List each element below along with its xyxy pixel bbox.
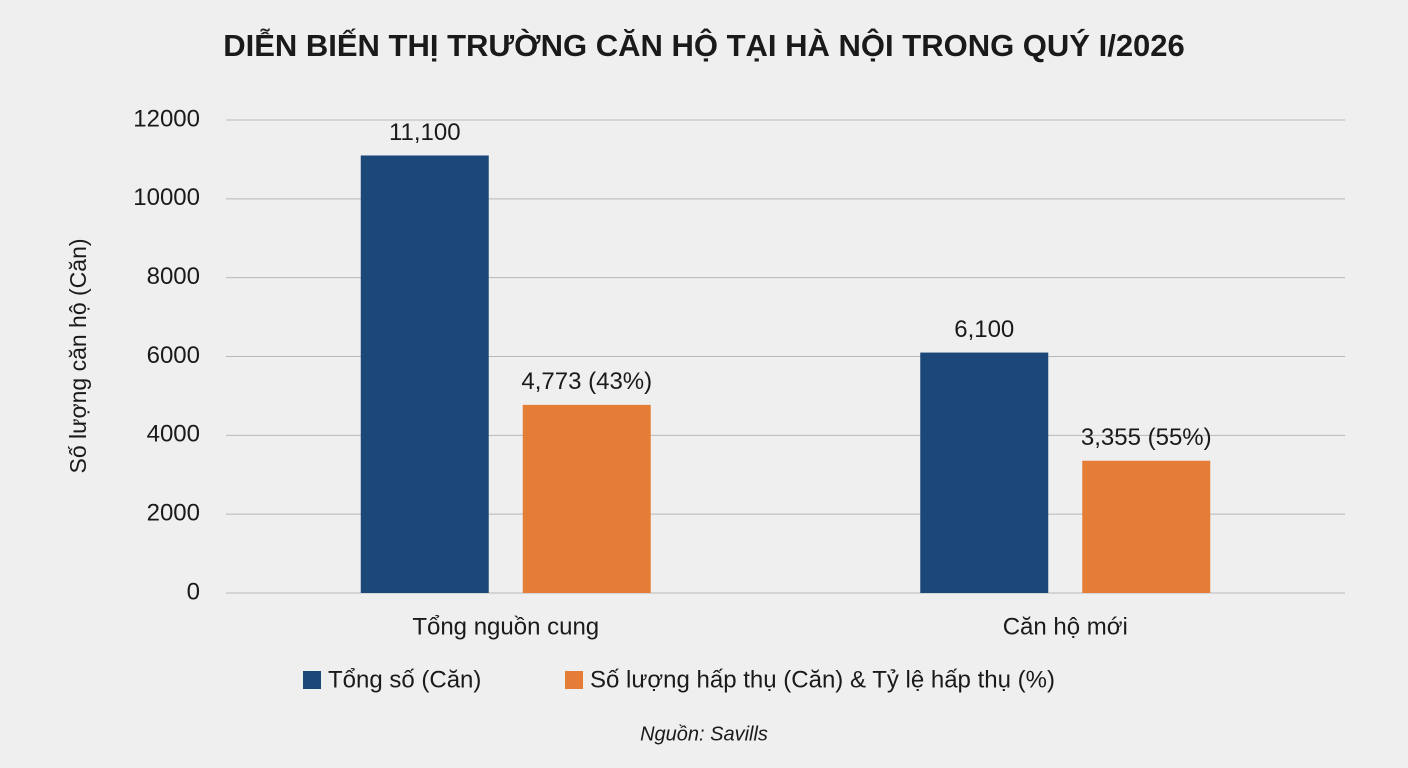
y-tick-label: 10000	[133, 184, 200, 211]
y-axis-label: Số lượng căn hộ (Căn)	[65, 238, 91, 473]
value-label: 6,100	[954, 316, 1014, 343]
value-label: 3,355 (55%)	[1081, 424, 1212, 451]
y-tick-label: 6000	[147, 342, 200, 369]
y-tick-label: 0	[187, 578, 200, 605]
y-tick-label: 2000	[147, 500, 200, 527]
y-tick-label: 8000	[147, 263, 200, 290]
bar	[1082, 460, 1211, 593]
bar	[920, 352, 1049, 593]
legend-swatch	[565, 671, 583, 689]
x-tick-label: Tổng nguồn cung	[412, 613, 599, 640]
y-tick-label: 4000	[147, 421, 200, 448]
value-label: 11,100	[389, 119, 461, 146]
legend-swatch	[303, 671, 321, 689]
y-tick-label: 12000	[133, 105, 200, 132]
chart-title: DIỄN BIẾN THỊ TRƯỜNG CĂN HỘ TẠI HÀ NỘI T…	[223, 27, 1185, 63]
x-tick-label: Căn hộ mới	[1003, 613, 1128, 640]
value-label: 4,773 (43%)	[521, 368, 652, 395]
legend-label: Số lượng hấp thụ (Căn) & Tỷ lệ hấp thụ (…	[590, 666, 1055, 693]
bar	[360, 155, 489, 593]
source: Nguồn: Savills	[640, 723, 768, 745]
bar	[522, 404, 651, 593]
legend-label: Tổng số (Căn)	[328, 666, 481, 693]
